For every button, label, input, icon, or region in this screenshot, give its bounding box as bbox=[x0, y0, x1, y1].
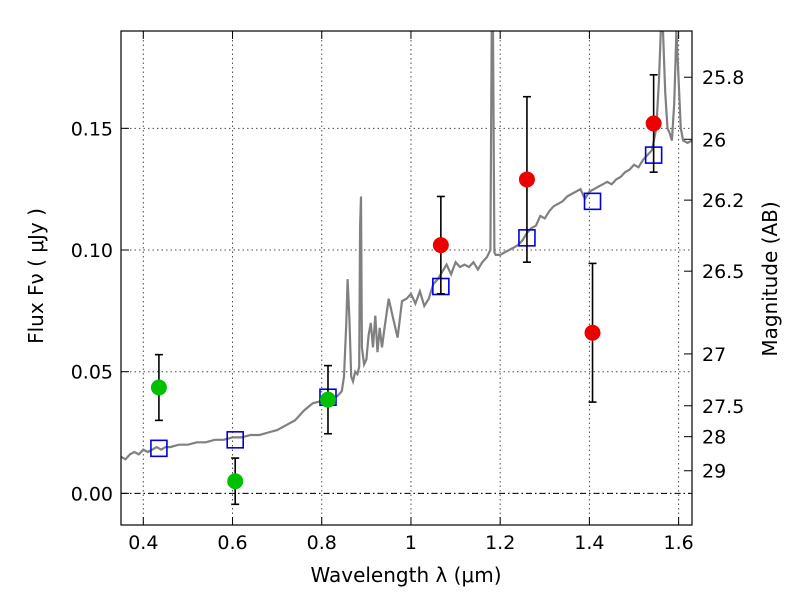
y-axis-label-right: Magnitude (AB) bbox=[758, 201, 782, 356]
magnitude-tick-label: 26.2 bbox=[702, 190, 744, 212]
model-sed-layer bbox=[121, 31, 692, 461]
x-tick-label: 0.8 bbox=[307, 532, 337, 554]
magnitude-tick-label: 29 bbox=[702, 461, 726, 483]
axis-ticks: 0.4 0.6 0.8 1 1.2 1.4 1.6 0.00 0.05 0.10 0.15 25.8 2… bbox=[71, 31, 744, 554]
magnitude-tick-label: 26.5 bbox=[702, 261, 744, 283]
magnitude-tick-label: 27 bbox=[702, 344, 726, 366]
plot-border bbox=[120, 30, 693, 526]
magnitude-tick-label: 25.8 bbox=[702, 67, 744, 89]
magnitude-tick-label: 28 bbox=[702, 427, 726, 449]
model-sed-line bbox=[121, 31, 692, 461]
x-tick-label: 1.4 bbox=[574, 532, 604, 554]
model-square-point bbox=[226, 431, 244, 449]
grid bbox=[121, 31, 692, 525]
x-tick-label: 1.2 bbox=[485, 532, 515, 554]
x-axis-label: Wavelength λ (μm) bbox=[310, 563, 501, 587]
x-tick-label: 0.6 bbox=[217, 532, 247, 554]
model-square-point bbox=[150, 439, 168, 458]
observed-red-point bbox=[518, 171, 535, 188]
y-tick-label: 0.00 bbox=[71, 483, 113, 505]
observed-red-point bbox=[432, 237, 449, 254]
x-tick-label: 1.6 bbox=[664, 532, 694, 554]
observed-green-point bbox=[319, 391, 336, 408]
observed-red-point bbox=[645, 115, 662, 132]
magnitude-tick-label: 26 bbox=[702, 129, 726, 151]
x-tick-label: 0.4 bbox=[128, 532, 158, 554]
model-square-point bbox=[583, 192, 602, 211]
x-tick-label: 1 bbox=[405, 532, 417, 554]
y-tick-label: 0.15 bbox=[71, 118, 113, 140]
plot-frame bbox=[120, 30, 693, 526]
y-tick-label: 0.10 bbox=[71, 240, 113, 262]
observed-red-point bbox=[584, 324, 601, 341]
observed-green-point bbox=[150, 379, 167, 396]
y-tick-label: 0.05 bbox=[71, 362, 113, 384]
data-points-layer bbox=[150, 74, 663, 506]
magnitude-tick-label: 27.5 bbox=[702, 396, 744, 418]
observed-green-point bbox=[227, 473, 244, 490]
y-axis-label-left: Flux Fν ( μJy ) bbox=[24, 208, 48, 344]
